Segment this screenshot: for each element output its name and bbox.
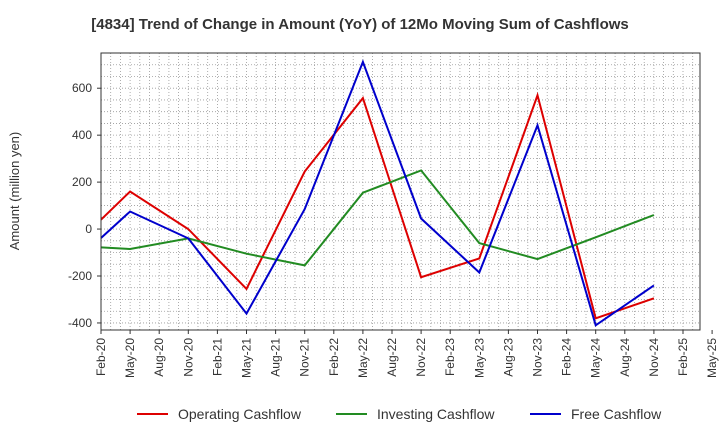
legend: Operating Cashflow Investing Cashflow Free… — [137, 406, 662, 422]
x-tick-label: Aug-24 — [618, 338, 632, 377]
y-tick-label: 600 — [72, 81, 92, 95]
x-tick-label: Feb-25 — [676, 338, 690, 376]
plot-background — [101, 53, 700, 330]
x-tick-label: May-20 — [123, 338, 137, 378]
y-tick-label: -200 — [68, 269, 92, 283]
x-tick-label: Feb-22 — [327, 338, 341, 376]
x-tick-label: Aug-21 — [269, 338, 283, 377]
legend-label-investing-cashflow: Investing Cashflow — [377, 406, 495, 422]
x-tick-label: Feb-20 — [94, 338, 108, 376]
legend-label-operating-cashflow: Operating Cashflow — [178, 406, 302, 422]
x-tick-label: Aug-23 — [501, 338, 515, 377]
investing-cashflow-line — [100, 169, 655, 267]
x-tick-label: May-25 — [705, 338, 719, 378]
plot-frame — [100, 52, 701, 331]
x-tick-label: Nov-20 — [181, 338, 195, 377]
chart-title: [4834] Trend of Change in Amount (YoY) o… — [91, 16, 629, 33]
x-tick-label: Feb-21 — [210, 338, 224, 376]
x-tick-label: Nov-21 — [298, 338, 312, 377]
legend-label-free-cashflow: Free Cashflow — [571, 406, 662, 422]
operating-cashflow-line — [100, 91, 655, 320]
x-tick-label: May-24 — [589, 338, 603, 378]
x-tick-label: Feb-24 — [560, 338, 574, 376]
x-tick-label: Nov-23 — [531, 338, 545, 377]
x-tick-label: May-23 — [472, 338, 486, 378]
free-cashflow-line — [100, 59, 655, 327]
y-tick-label: 400 — [72, 128, 92, 142]
x-tick-label: Nov-22 — [414, 338, 428, 377]
y-axis-label: Amount (million yen) — [7, 132, 22, 251]
y-tick-label: 0 — [85, 222, 92, 236]
series-layer — [100, 59, 655, 327]
x-tick-label: Feb-23 — [443, 338, 457, 376]
x-tick-label: Aug-20 — [152, 338, 166, 377]
x-tick-label: May-21 — [240, 338, 254, 378]
x-tick-label: Aug-22 — [385, 338, 399, 377]
y-tick-label: 200 — [72, 175, 92, 189]
y-tick-label: -400 — [68, 316, 92, 330]
x-tick-label: May-22 — [356, 338, 370, 378]
x-tick-label: Nov-24 — [647, 338, 661, 377]
